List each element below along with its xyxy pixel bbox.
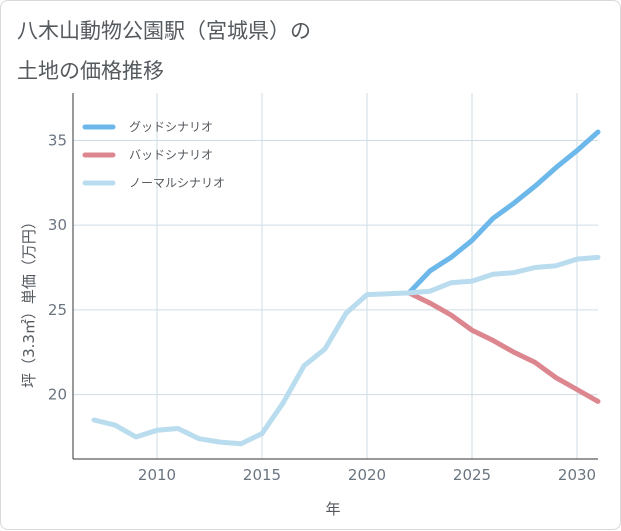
legend-label-1: バッドシナリオ [129, 148, 213, 162]
y-tick-label-20: 20 [48, 386, 67, 404]
chart-title-line2: 土地の価格推移 [17, 59, 164, 83]
y-tick-label-30: 30 [48, 216, 67, 234]
series-line-2 [91, 254, 601, 447]
x-tick-label-2010: 2010 [138, 466, 176, 484]
x-tick-label-2020: 2020 [348, 466, 386, 484]
series-line-1 [406, 290, 601, 404]
chart-title-line1: 八木山動物公園駅（宮城県）の [17, 19, 311, 43]
x-tick-label-2025: 2025 [453, 466, 491, 484]
series-lines [91, 129, 601, 447]
y-tick-label-25: 25 [48, 301, 67, 319]
y-axis-title: 坪（3.3㎡）単価（万円） [20, 214, 38, 388]
axes [72, 93, 598, 460]
legend-label-2: ノーマルシナリオ [129, 176, 225, 190]
grid [73, 93, 598, 459]
x-axis-title: 年 [325, 500, 340, 518]
legend-label-0: グッドシナリオ [129, 120, 213, 134]
x-tick-label-2030: 2030 [558, 466, 596, 484]
x-tick-label-2015: 2015 [243, 466, 281, 484]
y-tick-label-35: 35 [48, 131, 67, 149]
series-line-0 [406, 129, 601, 296]
